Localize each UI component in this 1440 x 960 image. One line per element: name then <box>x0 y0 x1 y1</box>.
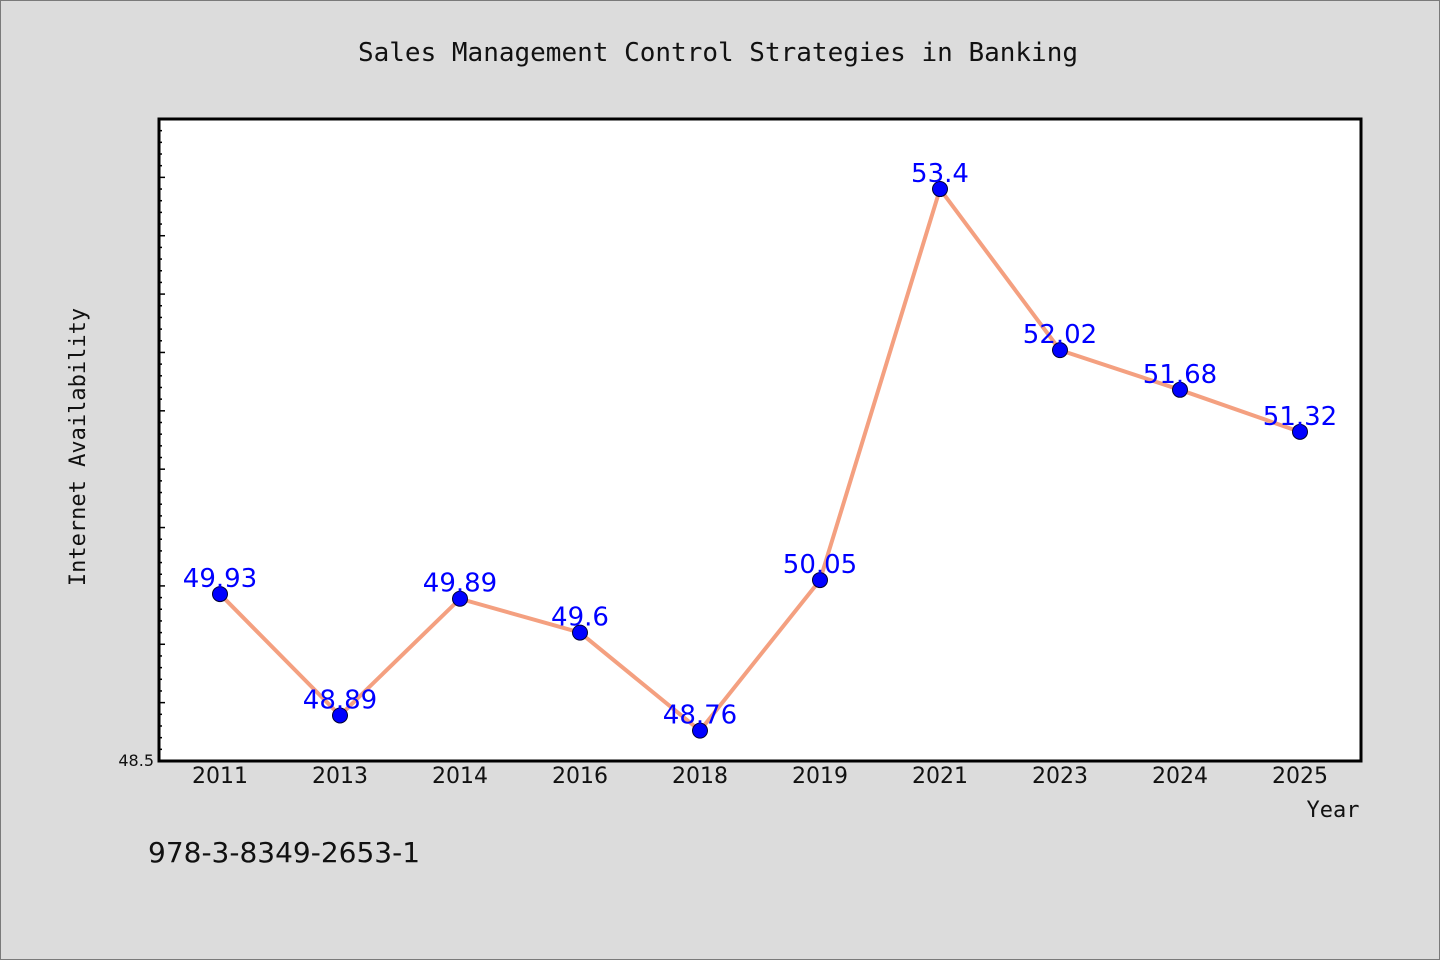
x-tick-label: 2018 <box>672 764 728 789</box>
data-point-marker <box>1052 342 1068 359</box>
x-tick-label: 2016 <box>552 764 608 789</box>
series-markers <box>212 181 1308 739</box>
isbn-footnote: 978-3-8349-2653-1 <box>148 836 420 869</box>
x-axis-tick-labels: 2011 2013 2014 2016 2018 2019 2021 2023 2024 2025 <box>192 764 1328 789</box>
data-value-label: 51.68 <box>1143 360 1217 390</box>
data-point-marker <box>452 590 468 607</box>
data-value-label: 53.4 <box>911 159 969 189</box>
series-line <box>218 187 1301 733</box>
x-tick-label: 2025 <box>1272 764 1328 789</box>
x-tick-label: 2023 <box>1032 764 1088 789</box>
x-tick-label: 2024 <box>1152 764 1208 789</box>
data-value-label: 52.02 <box>1023 320 1097 350</box>
data-value-label: 48.89 <box>303 685 377 715</box>
data-value-label: 49.89 <box>423 569 497 599</box>
data-point-marker <box>1172 381 1188 398</box>
x-axis-label: Year <box>1307 798 1360 823</box>
data-point-marker <box>572 624 588 641</box>
data-value-label: 49.6 <box>551 603 609 633</box>
y-axis-ticks <box>159 129 165 762</box>
data-point-marker <box>332 707 348 724</box>
data-value-label: 50.05 <box>783 550 857 580</box>
x-tick-label: 2019 <box>792 764 848 789</box>
y-axis-tick-labels: 48.5 <box>118 751 154 770</box>
data-point-marker <box>1292 423 1308 440</box>
data-value-label: 51.32 <box>1263 402 1337 432</box>
data-point-marker <box>932 181 948 198</box>
data-point-marker <box>812 572 828 589</box>
y-tick-label: 48.5 <box>118 751 154 770</box>
chart-title: Sales Management Control Strategies in B… <box>358 38 1078 68</box>
x-tick-label: 2013 <box>312 764 368 789</box>
data-point-marker <box>692 722 708 739</box>
data-labels: 49.93 48.89 49.89 49.6 48.76 50.05 53.4 52.02 51… <box>183 159 1337 731</box>
x-tick-label: 2021 <box>912 764 968 789</box>
x-tick-label: 2011 <box>192 764 248 789</box>
x-tick-label: 2014 <box>432 764 488 789</box>
y-axis-label: Internet Availability <box>66 308 91 586</box>
data-point-marker <box>212 586 228 603</box>
data-value-label: 49.93 <box>183 564 257 594</box>
data-value-label: 48.76 <box>663 701 737 731</box>
plot-area <box>157 117 1363 763</box>
